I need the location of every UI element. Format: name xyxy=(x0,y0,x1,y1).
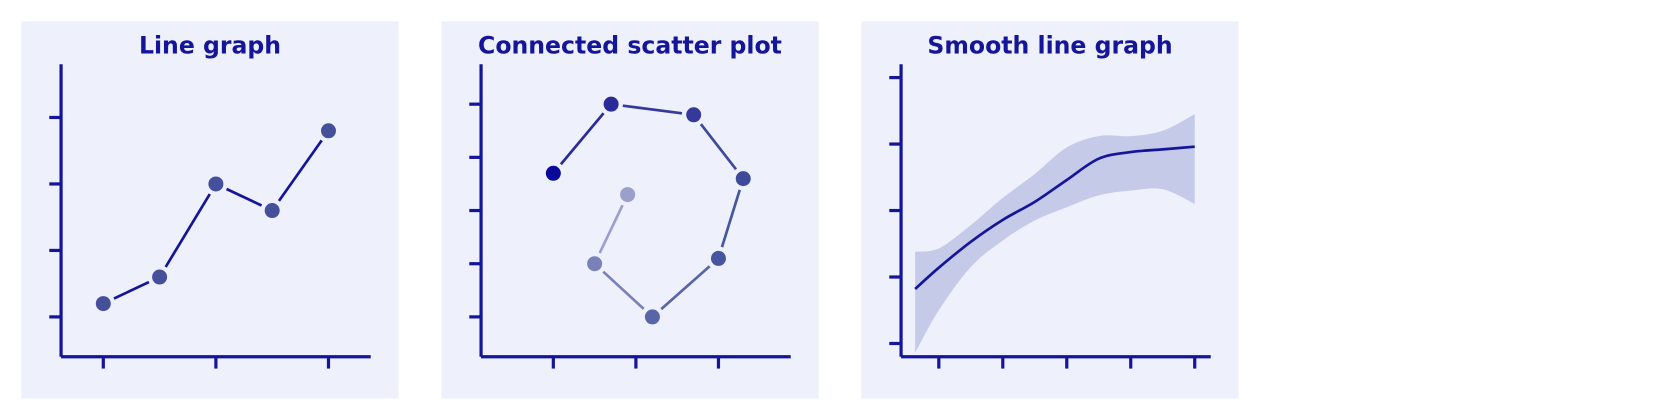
connector xyxy=(225,187,263,207)
point xyxy=(620,187,636,203)
connector xyxy=(277,139,323,202)
point xyxy=(686,107,702,123)
connector xyxy=(598,204,624,254)
point xyxy=(710,250,726,266)
connector xyxy=(559,112,605,166)
connector xyxy=(113,280,150,300)
point xyxy=(545,165,561,181)
chart-title: Connected scatter plot xyxy=(478,32,782,60)
connector xyxy=(602,270,645,310)
connector xyxy=(622,104,683,115)
panel-background xyxy=(441,21,819,399)
point xyxy=(152,269,168,285)
smooth-line xyxy=(914,145,1195,290)
point xyxy=(603,96,619,112)
confidence-band xyxy=(915,114,1195,353)
point xyxy=(735,171,751,187)
chart-title: Line graph xyxy=(139,32,281,60)
connector xyxy=(660,265,711,311)
point xyxy=(320,123,336,139)
point xyxy=(264,203,280,219)
panel-background xyxy=(21,21,399,399)
point xyxy=(644,309,660,325)
point xyxy=(208,176,224,192)
connector xyxy=(164,193,211,268)
point xyxy=(95,296,111,312)
point xyxy=(587,256,603,272)
connector xyxy=(699,123,738,171)
connector xyxy=(720,189,742,248)
chart-title: Smooth line graph xyxy=(927,32,1172,60)
